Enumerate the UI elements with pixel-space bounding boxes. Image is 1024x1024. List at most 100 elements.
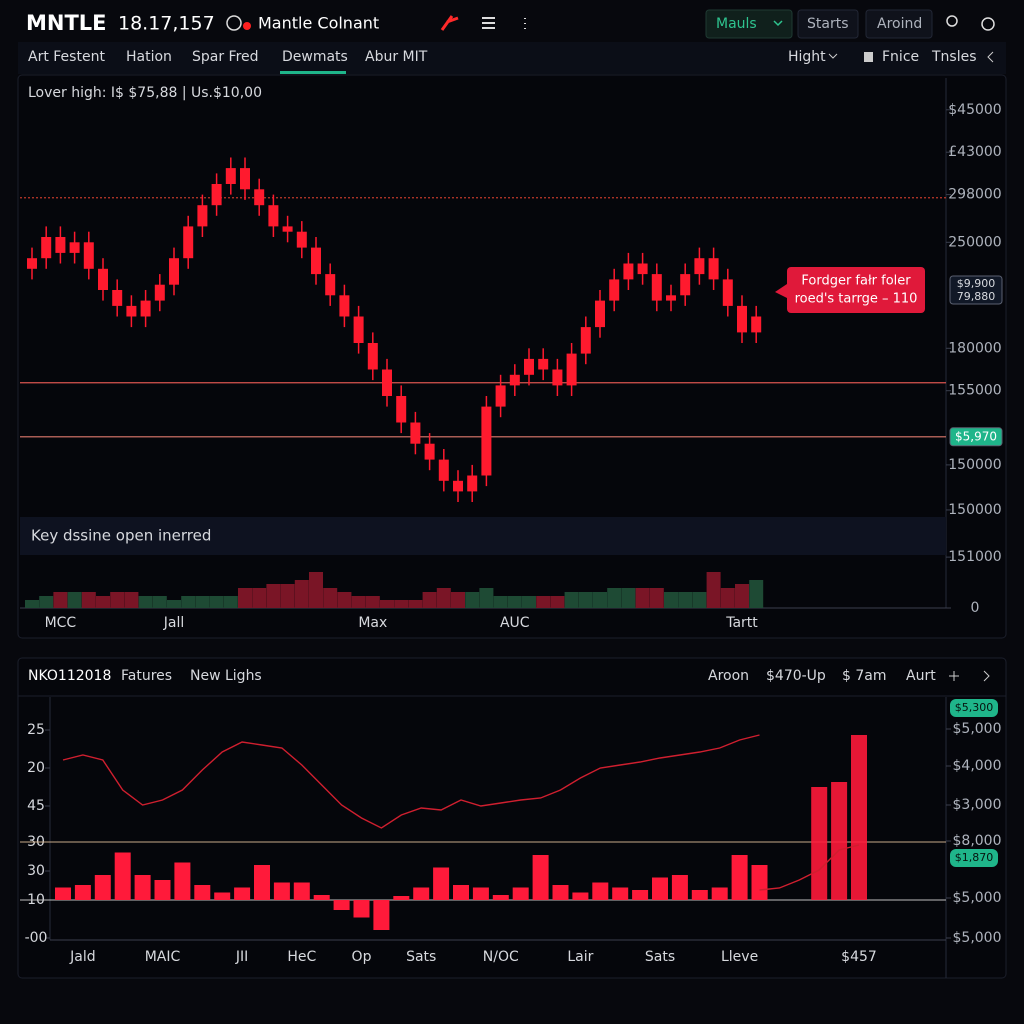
bar [751, 865, 768, 900]
tab[interactable]: Dewmats [282, 49, 348, 65]
menu-icon[interactable] [482, 17, 495, 29]
x-tick-label: MAIC [145, 949, 181, 965]
x-tick-label: Sats [406, 949, 436, 965]
volume-bar [39, 596, 54, 608]
bar [234, 887, 251, 900]
annotation-box [787, 267, 925, 313]
x-tick-label: MCC [45, 615, 77, 631]
candle-body [41, 237, 52, 259]
tab[interactable]: Hation [126, 49, 172, 65]
volume-bar [380, 600, 394, 608]
x-tick-label: N/OC [483, 949, 519, 965]
bar [492, 895, 509, 900]
bar [254, 865, 270, 900]
panel-tab[interactable]: Fatures [121, 668, 172, 684]
line [62, 734, 760, 829]
y2-tick-label: $3,000 [953, 797, 1002, 813]
account-icon[interactable] [981, 17, 995, 31]
candle-body [694, 258, 705, 275]
price: 18.17,157 [118, 13, 215, 35]
search-icon[interactable] [946, 15, 958, 27]
candle-body [509, 374, 520, 386]
bar [114, 852, 131, 900]
candle-body [282, 226, 293, 232]
button[interactable] [797, 9, 859, 39]
candle-body [453, 480, 463, 492]
candle-body [438, 459, 449, 481]
y-tick-label: 298000 [948, 187, 1001, 203]
volume-bar [294, 580, 309, 608]
bar [194, 885, 211, 900]
badge-label: 79,880 [957, 290, 996, 303]
volume-bar [451, 592, 465, 608]
tab[interactable]: Tnsles [931, 49, 977, 65]
tab[interactable]: Fnice [882, 49, 919, 65]
badge-label: $9,900 [957, 277, 996, 290]
tab[interactable]: Hight [788, 49, 826, 65]
bar [333, 900, 350, 910]
back-icon[interactable] [987, 51, 994, 63]
x-tick-label: Max [358, 615, 387, 631]
panel-tab[interactable]: Aroon [708, 668, 749, 684]
volume-bar [365, 596, 380, 608]
volume-bar [81, 592, 96, 608]
button[interactable] [865, 9, 933, 39]
volume-bar [678, 592, 693, 608]
panel-tab[interactable]: New Lighs [190, 668, 262, 684]
alert-icon[interactable] [440, 15, 459, 31]
volume-bar [96, 596, 110, 608]
candle-body [126, 305, 137, 317]
candle-body [467, 475, 478, 492]
info-icon[interactable] [226, 15, 242, 31]
candle-body [154, 284, 165, 301]
add-icon[interactable] [949, 671, 959, 681]
volume-bar [351, 596, 366, 608]
instrument-name: Mantle Colnant [258, 14, 379, 33]
candle-body [55, 237, 66, 253]
volume-bar [309, 572, 323, 608]
bar [552, 885, 569, 900]
subtitle-band [20, 517, 946, 555]
x-tick-label: $457 [841, 949, 877, 965]
bar [592, 882, 609, 900]
x-tick-label: AUC [500, 615, 530, 631]
volume-bar [167, 600, 181, 608]
tab[interactable]: Spar Fred [192, 49, 259, 65]
volume-bar [507, 596, 522, 608]
y-tick-label: 150000 [948, 457, 1001, 473]
price-badge [950, 849, 998, 867]
volume-bar [749, 580, 764, 608]
next-icon[interactable] [983, 670, 990, 682]
bar [731, 855, 748, 900]
bar [612, 887, 629, 900]
bar [55, 887, 71, 900]
candle-body [225, 168, 236, 184]
volume-bar [436, 588, 451, 608]
bar [632, 890, 649, 900]
y2-tick-label: $5,000 [953, 930, 1002, 946]
panel-tab[interactable]: $ 7am [842, 668, 886, 684]
volume-bar [223, 596, 238, 608]
tab[interactable]: Art Festent [28, 49, 105, 65]
button[interactable] [705, 9, 793, 39]
tab[interactable]: Abur MIT [365, 49, 428, 65]
bar [433, 867, 450, 900]
y-tick-label: 30 [27, 863, 45, 879]
bar [373, 900, 390, 930]
volume-bar [422, 592, 437, 608]
candle-body [566, 353, 577, 386]
x-tick-label: Op [352, 949, 372, 965]
candle-body [183, 226, 194, 259]
volume-bar [110, 592, 125, 608]
candle-body [580, 327, 591, 354]
volume-bar [479, 588, 494, 608]
volume-bar [621, 588, 636, 608]
candle-body [609, 279, 620, 301]
panel-tab[interactable]: Aurt [906, 668, 936, 684]
candle-body [69, 242, 80, 253]
legend-text: Lover high: I$ $75,88 | Us.$10,00 [28, 85, 262, 101]
volume-bar [635, 588, 650, 608]
panel-tab[interactable]: $470-Up [766, 668, 826, 684]
y-tick-label: 180000 [948, 340, 1001, 356]
